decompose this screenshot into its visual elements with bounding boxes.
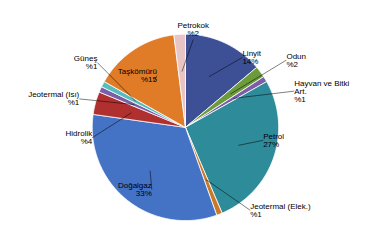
svg-text:Petrol27%: Petrol27% <box>263 132 284 149</box>
svg-text:Hayvan ve BitkiArt.%1: Hayvan ve BitkiArt.%1 <box>294 79 349 104</box>
svg-text:Doğalgaz33%: Doğalgaz33% <box>118 181 152 198</box>
svg-text:Linyit14%: Linyit14% <box>242 49 261 66</box>
svg-text:Petrokok%2: Petrokok%2 <box>177 21 210 38</box>
svg-text:Güneş%1: Güneş%1 <box>74 54 98 71</box>
svg-text:Jeotermal (Elek.)%1: Jeotermal (Elek.)%1 <box>250 202 311 219</box>
svg-text:Hidrolik%4: Hidrolik%4 <box>66 129 94 146</box>
svg-text:Taşkömürü%15: Taşkömürü%15 <box>118 67 158 84</box>
svg-text:Odun%2: Odun%2 <box>286 52 306 69</box>
svg-text:Jeotermal (Isı)%1: Jeotermal (Isı)%1 <box>28 90 80 107</box>
